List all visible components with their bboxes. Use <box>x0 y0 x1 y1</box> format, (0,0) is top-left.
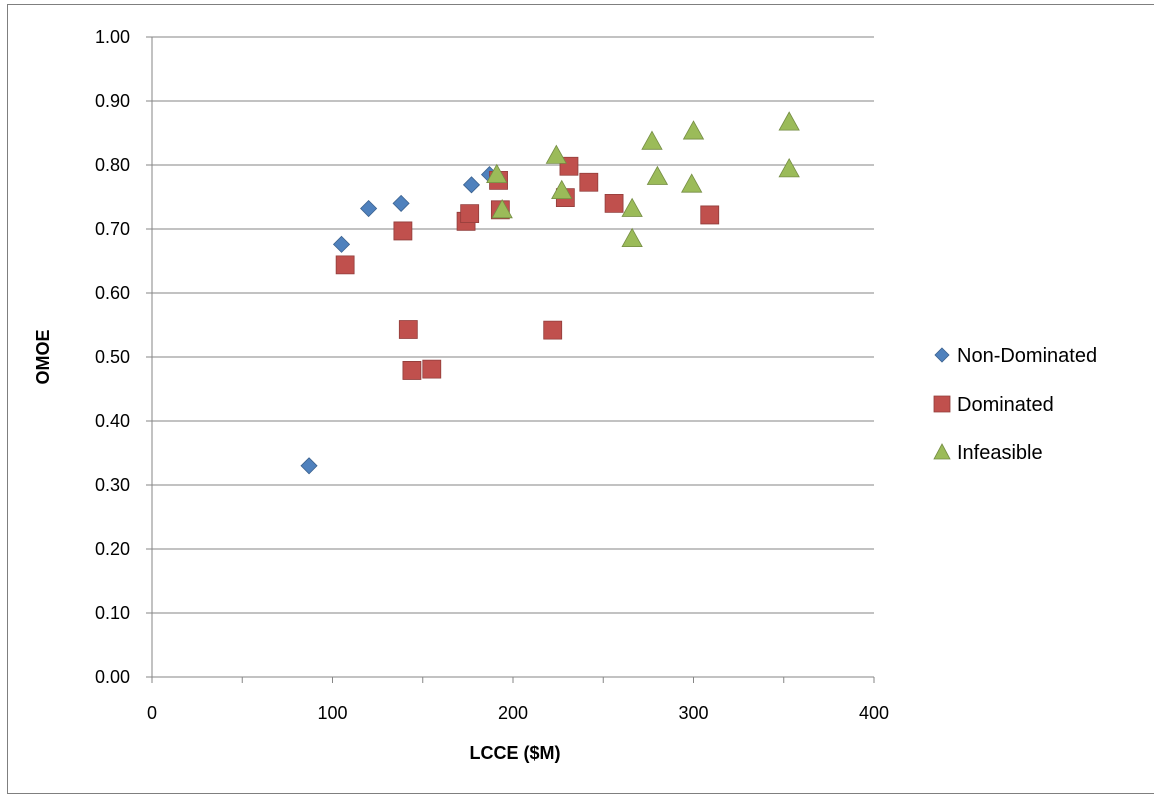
triangle-data-point <box>646 165 669 185</box>
y-tick-label: 0.80 <box>95 155 130 175</box>
y-tick-label: 0.50 <box>95 347 130 367</box>
triangle-data-point <box>551 179 573 199</box>
y-tick-label: 0.00 <box>95 667 130 687</box>
triangle-data-point <box>621 197 643 217</box>
square-data-point <box>700 205 720 225</box>
legend-diamond-marker <box>934 347 950 363</box>
legend-label-infeasible: Infeasible <box>957 442 1043 464</box>
diamond-data-point <box>360 199 378 218</box>
x-axis-title: LCCE ($M) <box>470 743 561 763</box>
x-tick-label: 100 <box>317 703 347 723</box>
legend-item-dominated: Dominated <box>933 394 1054 416</box>
triangle-data-point <box>778 158 800 178</box>
chart-area <box>7 4 1154 794</box>
y-axis-ticks: 0.00 0.10 0.20 0.30 0.40 0.50 0.60 0.70 0.80 0.90… <box>95 27 152 687</box>
legend-label-dominated: Dominated <box>957 394 1054 416</box>
square-data-point <box>543 320 563 340</box>
gridlines <box>152 36 874 614</box>
y-tick-label: 0.30 <box>95 475 130 495</box>
legend-item-non-dominated: Non-Dominated <box>934 345 1097 367</box>
triangle-data-point <box>641 130 663 150</box>
triangle-data-point <box>545 144 567 164</box>
x-tick-label: 200 <box>498 703 528 723</box>
legend-label-non-dominated: Non-Dominated <box>957 345 1097 367</box>
triangle-data-point <box>486 163 508 183</box>
square-data-point <box>335 255 355 275</box>
x-axis-ticks: 0 100 200 300 400 <box>147 677 889 723</box>
x-tick-label: 300 <box>678 703 708 723</box>
x-tick-label: 0 <box>147 703 157 723</box>
y-tick-label: 0.40 <box>95 411 130 431</box>
triangle-data-point <box>682 120 705 140</box>
square-data-point <box>398 320 418 339</box>
legend-triangle-marker <box>933 443 951 460</box>
y-tick-label: 0.90 <box>95 91 130 111</box>
square-data-point <box>604 194 624 213</box>
series-infeasible <box>486 111 800 247</box>
y-tick-label: 0.70 <box>95 219 130 239</box>
diamond-data-point <box>300 457 318 475</box>
triangle-data-point <box>681 173 703 193</box>
legend-item-infeasible: Infeasible <box>933 442 1043 464</box>
square-data-point <box>393 221 413 241</box>
diamond-data-point <box>392 194 410 212</box>
y-tick-label: 0.20 <box>95 539 130 559</box>
diamond-data-point <box>332 235 351 253</box>
y-tick-label: 1.00 <box>95 27 130 47</box>
legend: Non-Dominated Dominated Infeasible <box>933 345 1097 464</box>
y-tick-label: 0.60 <box>95 283 130 303</box>
triangle-data-point <box>491 198 513 219</box>
triangle-data-point <box>778 111 800 131</box>
diamond-data-point <box>462 176 481 194</box>
square-data-point <box>422 359 442 379</box>
x-tick-label: 400 <box>859 703 889 723</box>
y-tick-label: 0.10 <box>95 603 130 623</box>
data-points <box>300 111 800 475</box>
square-data-point <box>402 361 422 380</box>
square-data-point <box>579 172 599 192</box>
square-data-point <box>460 204 480 224</box>
y-axis-title: OMOE <box>33 329 53 384</box>
series-dominated <box>335 156 720 380</box>
legend-square-marker <box>933 395 951 413</box>
triangle-data-point <box>621 227 643 247</box>
